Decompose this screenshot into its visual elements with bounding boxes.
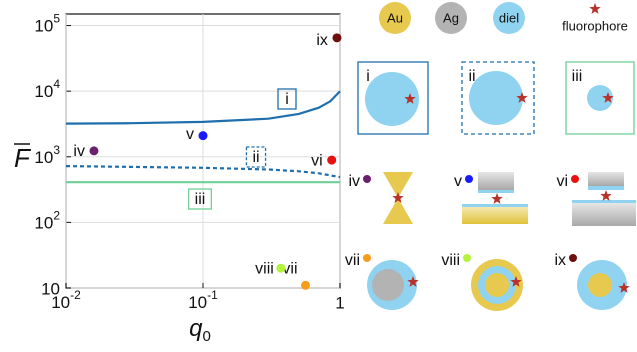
x-label-main: q	[189, 315, 203, 342]
fluorophore-star	[407, 276, 419, 287]
schematic-label: ix	[554, 252, 566, 269]
data-point	[198, 131, 208, 141]
fluorophore-star	[589, 3, 601, 14]
sphere	[469, 71, 523, 125]
x-label-sub: 0	[203, 328, 211, 345]
diel-layer	[478, 190, 514, 193]
schematic-label: v	[454, 173, 462, 190]
series-label-box	[188, 188, 212, 210]
diel-layer	[462, 204, 528, 207]
schematic-dot	[363, 175, 371, 183]
data-point	[276, 263, 286, 273]
series-line	[65, 90, 341, 125]
y-axis-label: F	[14, 143, 32, 173]
tick-label: 103	[34, 143, 60, 167]
tick-exponent: -1	[207, 288, 218, 302]
material-label: Ag	[443, 10, 459, 25]
point-label: iv	[73, 143, 85, 160]
schematic-label: iv	[348, 173, 360, 190]
ag-block	[588, 172, 624, 186]
fluorophore-star	[602, 92, 614, 103]
fluorophore-star	[516, 92, 528, 103]
core	[372, 269, 404, 301]
schematic-dot	[363, 254, 371, 262]
schematic-label: viii	[441, 252, 460, 269]
fluorophore-star	[618, 282, 630, 293]
tick-label: 10	[41, 279, 60, 298]
tick-label: 10-1	[188, 288, 218, 312]
fluorophore-star	[510, 276, 522, 287]
point-label: vii	[282, 261, 297, 278]
series-label: ii	[252, 149, 259, 166]
material-swatch	[379, 2, 411, 34]
series-label: i	[285, 91, 289, 108]
point-label: v	[186, 126, 194, 143]
tick-base: 10	[34, 148, 53, 167]
data-point	[301, 280, 311, 290]
tick-label: 102	[34, 209, 60, 233]
fluorophore-star	[392, 192, 404, 203]
panel-box	[357, 61, 429, 135]
schematic-dot	[569, 254, 577, 262]
bowtie	[383, 172, 413, 224]
tick-base: 10	[34, 83, 53, 102]
data-point	[332, 33, 342, 43]
diel-layer	[588, 186, 624, 190]
tick-base: 10	[188, 293, 207, 312]
data-point	[327, 155, 337, 165]
schematic-label: iii	[572, 68, 583, 85]
core	[485, 273, 509, 297]
data-point	[89, 146, 99, 156]
tick-base: 10	[34, 17, 53, 36]
fluorophore-star	[491, 193, 503, 204]
material-label: diel	[499, 10, 519, 25]
x-axis-label: q0	[189, 315, 211, 345]
ag-block	[478, 172, 514, 190]
sphere	[365, 72, 419, 126]
schematic-label: vi	[556, 173, 568, 190]
tick-label: 1	[335, 293, 344, 312]
tick-exponent: 3	[53, 143, 60, 157]
tick-exponent: -2	[70, 288, 81, 302]
panel-box	[565, 61, 635, 135]
tick-label: 104	[34, 77, 60, 101]
point-label: viii	[255, 260, 274, 277]
point-label: ix	[316, 32, 328, 49]
schematic-label: i	[366, 68, 370, 85]
series-line	[65, 165, 341, 179]
schematic-label: ii	[468, 68, 475, 85]
tick-base: 10	[34, 214, 53, 233]
material-swatch	[435, 2, 467, 34]
fluorophore-star	[404, 93, 416, 104]
core	[588, 273, 612, 297]
panel-box	[461, 61, 535, 135]
diel-layer	[572, 200, 636, 203]
material-swatch	[493, 2, 525, 34]
material-label: Au	[387, 10, 403, 25]
ag-slab	[572, 203, 636, 226]
schematic-dot	[571, 175, 579, 183]
tick-exponent: 2	[53, 209, 60, 223]
schematic-dot	[465, 175, 473, 183]
tick-base: 10	[51, 293, 70, 312]
tick-label: 10-2	[51, 288, 81, 312]
tick-label: 105	[34, 12, 60, 36]
fluorophore-star	[600, 190, 612, 201]
tick-exponent: 4	[53, 77, 60, 91]
fluorophore-label: fluorophore	[562, 18, 628, 33]
schematic-label: vii	[345, 252, 360, 269]
au-slab	[462, 207, 528, 224]
schematic-dot	[463, 254, 471, 262]
sphere	[587, 85, 613, 111]
tick-exponent: 5	[53, 12, 60, 26]
series-label-box	[277, 88, 297, 110]
point-label: vi	[311, 152, 323, 169]
series-label: iii	[195, 191, 206, 208]
